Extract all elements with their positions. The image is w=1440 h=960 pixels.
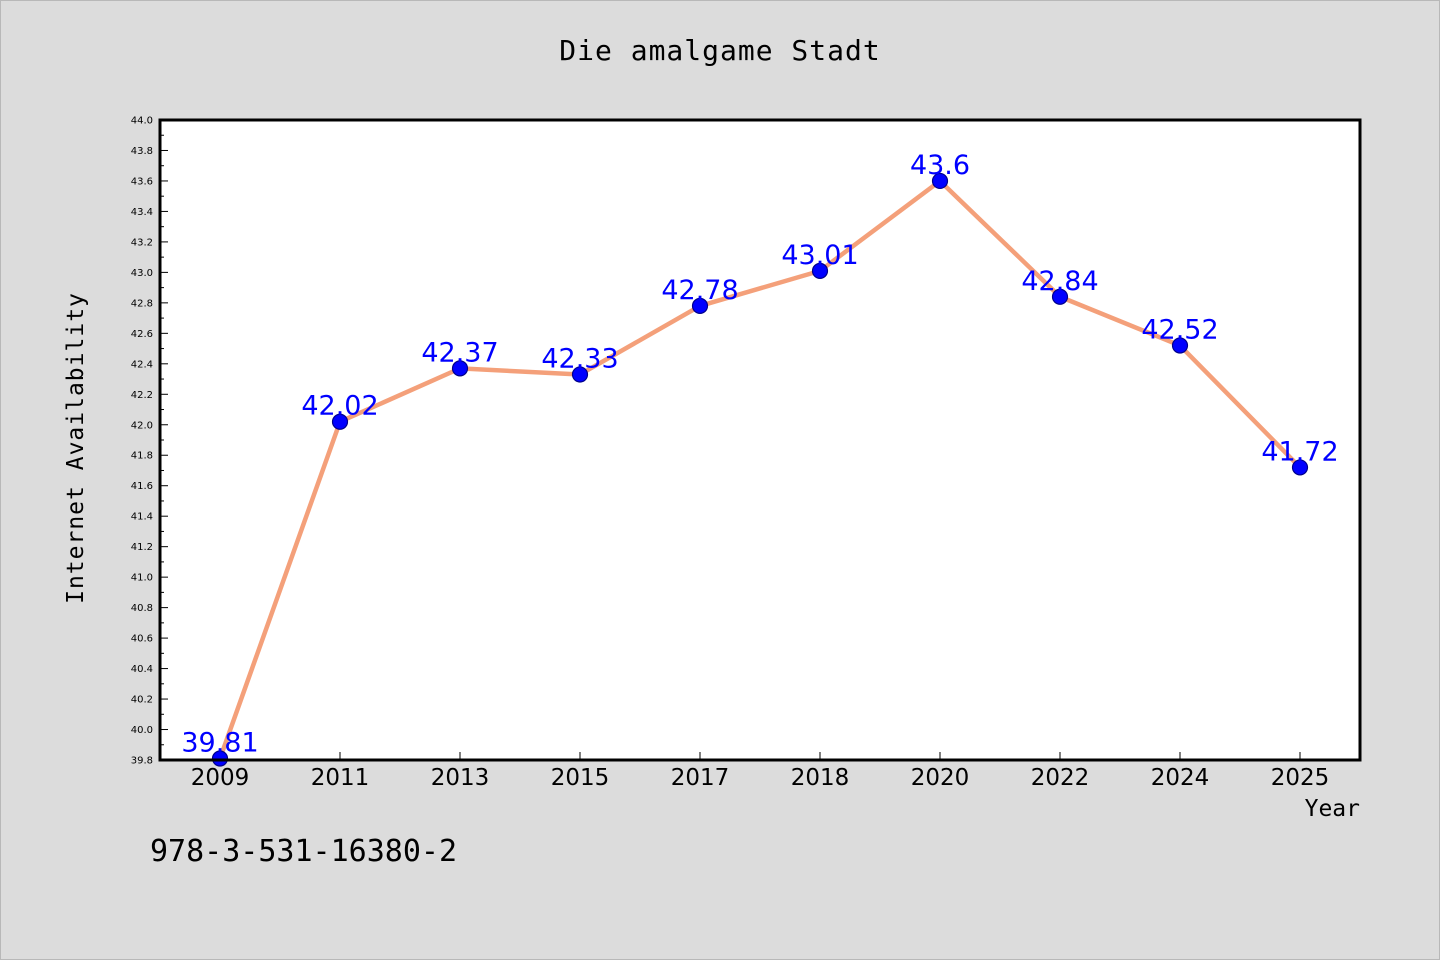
- data-label: 42.33: [541, 343, 618, 374]
- data-label: 42.78: [661, 275, 738, 306]
- y-tick-label: 43.4: [131, 207, 153, 218]
- data-point: [811, 262, 829, 279]
- data-point: [331, 413, 349, 430]
- data-point: [931, 172, 949, 190]
- y-tick-label: 42.0: [131, 420, 153, 431]
- data-point: [691, 297, 709, 315]
- y-tick-label: 43.6: [131, 176, 153, 187]
- y-tick-label: 43.0: [131, 268, 153, 279]
- y-tick-label: 43.2: [131, 237, 153, 248]
- data-label: 41.72: [1261, 436, 1338, 467]
- x-tick-label: 2022: [1031, 765, 1090, 791]
- y-tick-label: 40.2: [131, 695, 153, 706]
- y-tick-label: 41.2: [131, 542, 153, 553]
- y-tick-label: 41.0: [131, 573, 153, 584]
- x-tick-label: 2013: [431, 765, 490, 791]
- y-tick-label: 42.4: [131, 359, 153, 370]
- chart-title: Die amalgame Stadt: [559, 34, 881, 67]
- data-label: 43.01: [781, 240, 858, 271]
- y-tick-label: 41.8: [131, 451, 153, 462]
- y-tick-label: 44.0: [131, 116, 153, 127]
- data-label: 42.52: [1141, 315, 1218, 346]
- series-line: [217, 178, 1303, 761]
- data-point: [571, 366, 589, 383]
- isbn-text: 978-3-531-16380-2: [150, 834, 458, 869]
- data-point: [1171, 337, 1189, 354]
- data-label: 42.37: [421, 337, 498, 368]
- y-tick-label: 40.4: [131, 664, 153, 675]
- plot-area: [160, 120, 1360, 760]
- x-tick-label: 2017: [671, 765, 730, 791]
- data-point: [451, 360, 469, 377]
- x-tick-label: 2025: [1271, 765, 1330, 791]
- x-tick-label: 2024: [1151, 765, 1210, 791]
- y-tick-label: 40.0: [131, 725, 153, 736]
- y-tick-label: 40.6: [131, 634, 153, 645]
- y-tick-label: 42.2: [131, 390, 153, 401]
- data-label: 43.6: [910, 150, 970, 181]
- y-tick-label: 43.8: [131, 146, 153, 157]
- x-tick-label: 2015: [551, 765, 610, 791]
- x-axis-label: Year: [1304, 796, 1360, 822]
- data-point: [1051, 288, 1069, 305]
- x-tick-label: 2020: [911, 765, 970, 791]
- y-tick-label: 40.8: [131, 603, 153, 614]
- y-tick-label: 39.8: [131, 756, 153, 767]
- data-label: 39.81: [181, 727, 258, 758]
- data-point: [1291, 459, 1309, 476]
- data-label: 42.84: [1021, 266, 1098, 297]
- data-point: [211, 750, 229, 767]
- y-tick-label: 42.6: [131, 329, 153, 340]
- x-tick-label: 2011: [311, 765, 370, 791]
- y-tick-label: 41.4: [131, 512, 153, 523]
- plot-border: [158, 118, 1362, 762]
- y-tick-label: 42.8: [131, 298, 153, 309]
- x-tick-label: 2009: [191, 765, 250, 791]
- x-tick-label: 2018: [791, 765, 850, 791]
- y-tick-label: 41.6: [131, 481, 153, 492]
- data-label: 42.02: [301, 391, 378, 422]
